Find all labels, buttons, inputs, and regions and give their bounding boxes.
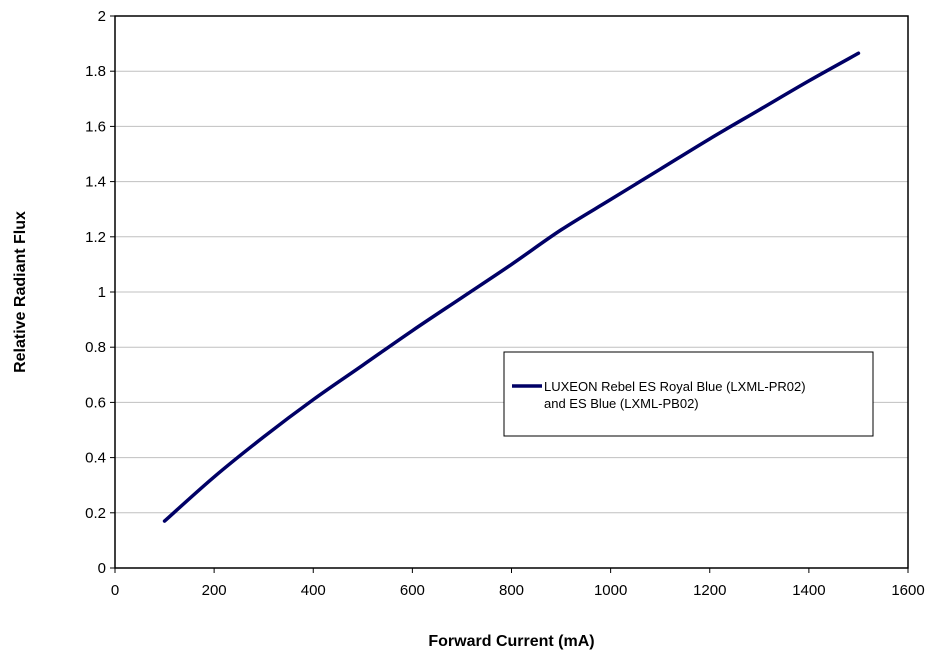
y-tick-label: 1 [98,284,106,301]
legend-box [503,351,874,437]
x-axis-title: Forward Current (mA) [428,633,594,650]
y-tick-label: 0.8 [85,339,106,356]
y-tick-label: 0 [98,560,106,577]
y-tick-label: 1.4 [85,174,106,191]
y-tick-label: 0.6 [85,394,106,411]
x-tick-label: 1000 [594,582,627,599]
x-tick-label: 200 [202,582,227,599]
x-tick-label: 400 [301,582,326,599]
x-tick-label: 0 [111,582,119,599]
x-axis-ticks: 0 200 400 600 800 1000 1200 1400 1600 [111,568,925,599]
y-axis-title: Relative Radiant Flux [12,211,29,373]
legend: LUXEON Rebel ES Royal Blue (LXML-PR02) a… [503,351,874,437]
y-tick-label: 1.6 [85,118,106,135]
legend-label-line-2: and ES Blue (LXML-PB02) [544,396,699,411]
y-tick-label: 1.8 [85,63,106,80]
y-axis-ticks: 0 0.2 0.4 0.6 0.8 1 1.2 1.4 1.6 1.8 2 [85,8,115,577]
x-tick-label: 600 [400,582,425,599]
y-tick-label: 2 [98,8,106,25]
series-line-0 [162,51,861,523]
legend-label-line-1: LUXEON Rebel ES Royal Blue (LXML-PR02) [544,379,806,394]
x-tick-label: 800 [499,582,524,599]
x-tick-label: 1600 [891,582,924,599]
y-tick-label: 0.2 [85,505,106,522]
y-tick-label: 0.4 [85,450,106,467]
y-tick-label: 1.2 [85,229,106,246]
x-tick-label: 1400 [792,582,825,599]
series-group [162,51,861,523]
gridlines [115,70,908,514]
x-tick-label: 1200 [693,582,726,599]
